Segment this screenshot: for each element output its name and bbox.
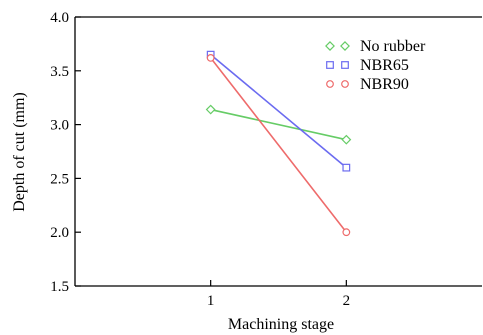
legend: No rubber NBR65 NBR90 [325, 38, 426, 93]
legend-marker-b-nbr90 [341, 80, 349, 88]
legend-marker-a-nbr90 [326, 80, 334, 88]
series-line-no-rubber [210, 108, 347, 141]
data-point-no-rubber-0 [205, 104, 216, 115]
tick-marks: 1.5 2.0 2.5 3.0 3.5 4.0 1 2 [50, 10, 350, 309]
legend-label-no-rubber: No rubber [360, 38, 426, 55]
series-line-nbr65 [210, 54, 347, 169]
x-tick-label-0: 1 [207, 293, 215, 309]
y-axis-label: Depth of cut (mm) [11, 92, 28, 212]
data-point-nbr90-0 [206, 53, 215, 62]
series-line-nbr90 [210, 57, 347, 233]
legend-marker-a-no-rubber [325, 41, 335, 51]
legend-marker-b-no-rubber [340, 41, 350, 51]
series-layer [205, 50, 352, 237]
legend-marker-a-nbr65 [326, 61, 334, 69]
y-tick-label-5: 4.0 [50, 10, 69, 26]
legend-label-nbr65: NBR65 [360, 57, 409, 74]
x-axis-label: Machining stage [228, 316, 334, 333]
y-tick-label-0: 1.5 [50, 279, 69, 295]
y-tick-label-2: 2.5 [50, 171, 69, 187]
y-tick-label-1: 2.0 [50, 225, 69, 241]
data-point-nbr65-1 [342, 163, 351, 172]
y-tick-label-3: 3.0 [50, 118, 69, 134]
y-tick-label-4: 3.5 [50, 64, 69, 80]
legend-marker-b-nbr65 [341, 61, 349, 69]
axes [74, 16, 482, 287]
data-point-nbr90-1 [342, 228, 351, 237]
legend-label-nbr90: NBR90 [360, 76, 409, 93]
x-tick-label-1: 2 [343, 293, 351, 309]
data-point-no-rubber-1 [341, 134, 352, 145]
